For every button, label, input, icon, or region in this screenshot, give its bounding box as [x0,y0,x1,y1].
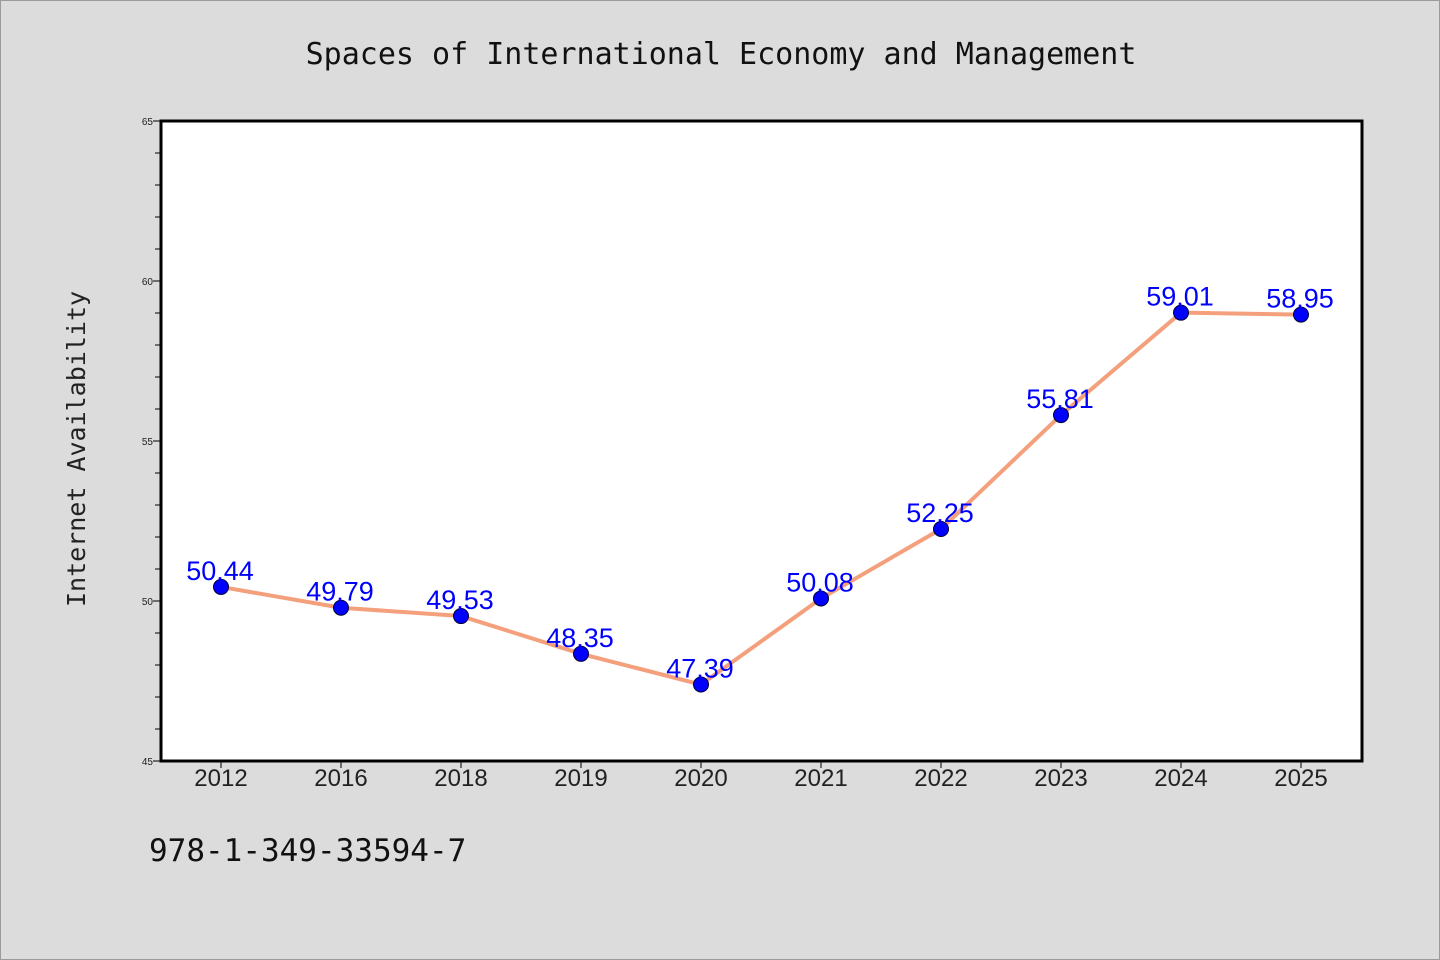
data-point-label: 50.08 [786,567,854,597]
x-tick-label: 2023 [1034,765,1087,792]
y-tick-label: 45 [142,757,154,768]
y-tick-label: 50 [142,597,154,608]
x-tick-label: 2020 [674,765,727,792]
data-point-marker [813,590,829,607]
data-point-marker [1173,304,1189,321]
data-labels: 50.44 49.79 49.53 48.35 47.39 50.08 52.25 55.81… [186,282,1334,684]
y-tick-label: 55 [142,437,154,448]
data-point-label: 58.95 [1266,284,1334,314]
isbn-footnote: 978-1-349-33594-7 [149,833,467,869]
data-point-label: 49.79 [306,577,374,607]
x-tick-label: 2018 [434,765,487,792]
data-point-marker [933,521,949,537]
data-point-marker [1053,407,1069,424]
chart-title: Spaces of International Economy and Mana… [306,37,1137,72]
x-tick-label: 2025 [1274,765,1327,792]
y-axis-label: Internet Availability [62,291,91,607]
data-point-marker [453,608,469,625]
data-point-marker [213,578,229,595]
x-tick-label: 2019 [554,765,607,792]
y-tick-label: 65 [142,117,154,128]
data-point-label: 52.25 [906,498,974,528]
data-point-label: 49.53 [426,585,494,615]
data-point-marker [573,645,589,662]
data-point-label: 59.01 [1146,282,1214,312]
data-point-label: 48.35 [546,623,614,653]
y-tick-label: 60 [142,277,154,288]
series-line [219,310,1303,687]
data-point-label: 47.39 [666,654,734,684]
data-point-label: 50.44 [186,556,254,586]
x-tick-label: 2021 [794,765,847,792]
x-tick-label: 2012 [194,765,247,792]
x-axis-ticks: 2012 2016 2018 2019 2020 2021 2022 2023 2024 2025 [194,761,1328,792]
y-axis-ticks: 45 50 55 60 65 [142,117,161,768]
data-point-label: 55.81 [1026,384,1094,414]
data-point-marker [333,599,349,616]
series-line-group [219,310,1303,687]
data-markers [213,304,1309,693]
x-tick-label: 2016 [314,765,367,792]
x-tick-label: 2024 [1154,765,1207,792]
plot-area [159,119,1364,763]
data-point-marker [1293,306,1309,323]
data-point-marker [693,676,709,693]
x-tick-label: 2022 [914,765,967,792]
